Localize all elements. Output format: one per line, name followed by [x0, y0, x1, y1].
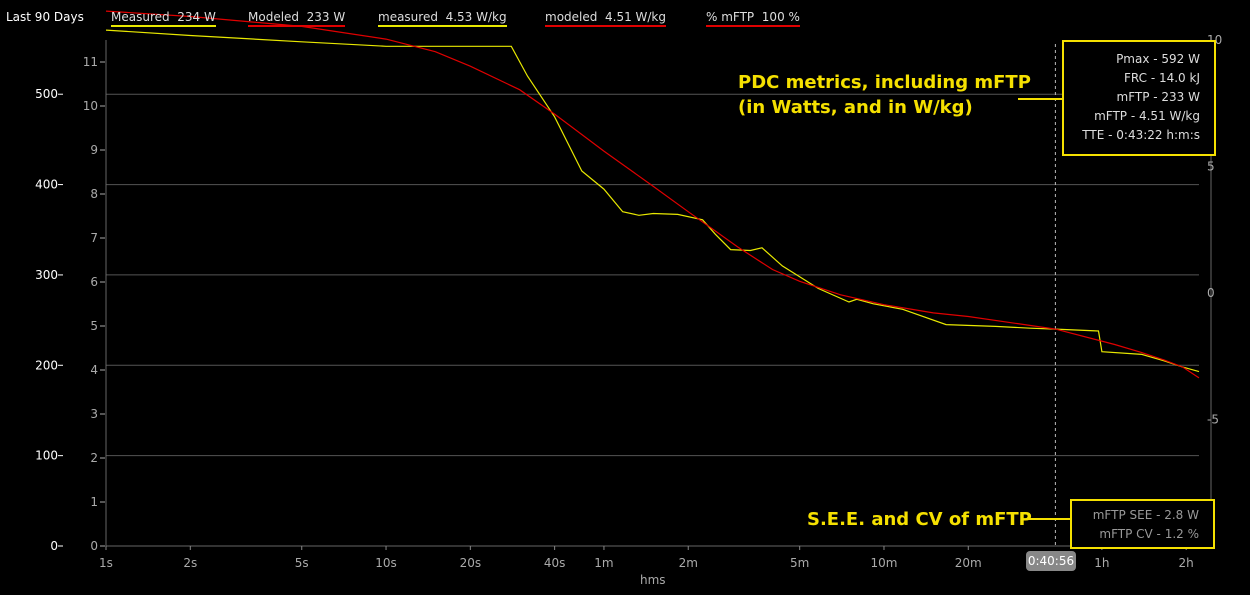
x-tick-label: 10m	[870, 556, 897, 570]
legend-modeled-watts[interactable]: Modeled 233 W	[248, 10, 346, 27]
y-tick-label-wkg: 3	[90, 407, 98, 421]
y-tick-label-wkg: 2	[90, 451, 98, 465]
y-tick-label-right: 5	[1207, 160, 1215, 174]
y-tick-label-wkg: 9	[90, 143, 98, 157]
mftp-wkg-value: mFTP - 4.51 W/kg	[1094, 109, 1200, 123]
y-tick-label-right: -5	[1207, 413, 1219, 427]
y-tick-label-watts: 200	[35, 358, 58, 372]
y-tick-label-watts: 0	[50, 539, 58, 553]
x-tick-label: 1h	[1094, 556, 1109, 570]
pdc-metrics-box: Pmax - 592 W FRC - 14.0 kJ mFTP - 233 W …	[1062, 40, 1216, 156]
period-selector[interactable]: Last 90 Days	[6, 10, 84, 24]
y-tick-label-watts: 500	[35, 87, 58, 101]
series-line-measured	[105, 29, 1200, 373]
y-tick-label-watts: 100	[35, 449, 58, 463]
mftp-cv-value: mFTP CV - 1.2 %	[1099, 527, 1199, 541]
x-tick-label: 40s	[544, 556, 566, 570]
y-tick-label-wkg: 11	[83, 55, 98, 69]
x-tick-label: 5m	[790, 556, 809, 570]
series-line-modeled	[105, 10, 1200, 379]
pdc-callout: PDC metrics, including mFTP (in Watts, a…	[738, 70, 1031, 120]
y-tick-label-wkg: 7	[90, 231, 98, 245]
x-tick-label: 2m	[679, 556, 698, 570]
y-tick-label-wkg: 8	[90, 187, 98, 201]
legend-modeled-wkg[interactable]: modeled 4.51 W/kg	[545, 10, 667, 27]
pmax-value: Pmax - 592 W	[1116, 52, 1200, 66]
x-tick-label: 1s	[99, 556, 113, 570]
pdc-callout-line2: (in Watts, and in W/kg)	[738, 97, 973, 118]
x-tick-label: 20m	[955, 556, 982, 570]
x-axis-title: hms	[640, 573, 666, 587]
y-tick-label-wkg: 10	[83, 99, 98, 113]
y-tick-label-wkg: 5	[90, 319, 98, 333]
pdc-callout-line1: PDC metrics, including mFTP	[738, 72, 1031, 93]
frc-value: FRC - 14.0 kJ	[1123, 71, 1200, 85]
mftp-see-value: mFTP SEE - 2.8 W	[1092, 508, 1199, 522]
x-tick-label: 10s	[375, 556, 397, 570]
legend-measured-watts[interactable]: Measured 234 W	[111, 10, 216, 27]
y-tick-label-watts: 400	[35, 178, 58, 192]
x-tick-label: 2h	[1179, 556, 1194, 570]
x-tick-label: 20s	[460, 556, 482, 570]
mftp-error-box: mFTP SEE - 2.8 W mFTP CV - 1.2 %	[1070, 499, 1215, 549]
legend-mftp-percent[interactable]: % mFTP 100 %	[706, 10, 800, 27]
tte-marker-label: 0:40:56	[1026, 551, 1076, 571]
legend-bar: Last 90 Days Measured 234 W Modeled 233 …	[0, 0, 1250, 36]
x-tick-label: 2s	[183, 556, 197, 570]
y-tick-label-watts: 300	[35, 268, 58, 282]
mftp-watts-value: mFTP - 233 W	[1116, 90, 1201, 104]
tte-value: TTE - 0:43:22 h:m:s	[1082, 128, 1200, 142]
y-tick-label-wkg: 6	[90, 275, 98, 289]
y-tick-label-wkg: 4	[90, 363, 98, 377]
see-cv-callout: S.E.E. and CV of mFTP	[807, 509, 1032, 530]
x-tick-label: 1m	[594, 556, 613, 570]
legend-measured-wkg[interactable]: measured 4.53 W/kg	[378, 10, 507, 27]
y-tick-label-wkg: 1	[90, 495, 98, 509]
x-tick-label: 5s	[295, 556, 309, 570]
y-tick-label-right: 0	[1207, 286, 1215, 300]
y-tick-label-wkg: 0	[90, 539, 98, 553]
